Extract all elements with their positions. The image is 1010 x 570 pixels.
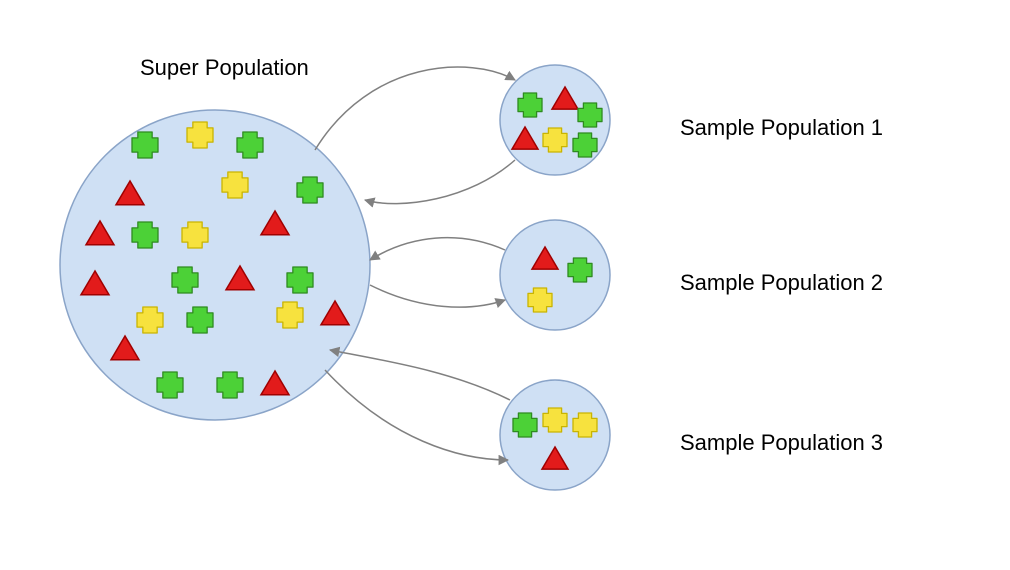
super-population-label: Super Population (140, 55, 309, 80)
sample-population-2-label: Sample Population 2 (680, 270, 883, 295)
sample-population-3-label: Sample Population 3 (680, 430, 883, 455)
sample2-circle (500, 220, 610, 330)
sample-population-1-label: Sample Population 1 (680, 115, 883, 140)
super-population-circle (60, 110, 370, 420)
sample3-circle (500, 380, 610, 490)
population-diagram: Super Population Sample Population 1 Sampl… (0, 0, 1010, 570)
